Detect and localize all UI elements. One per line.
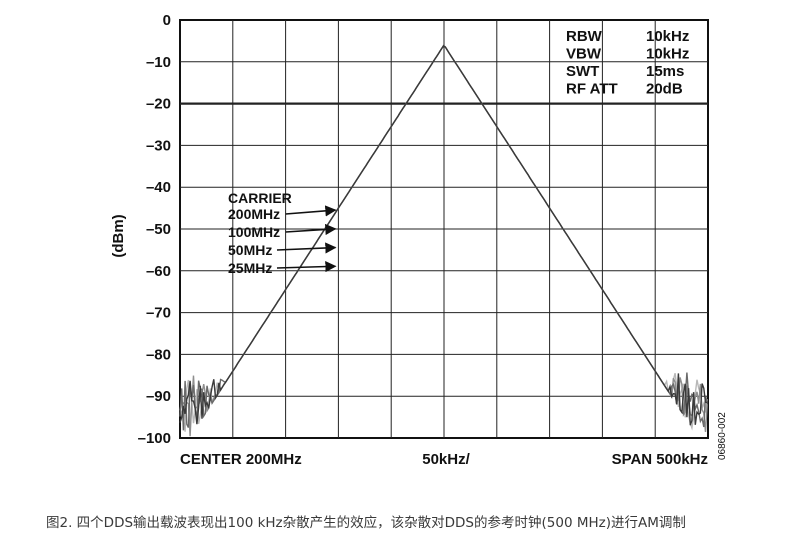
setting-value: 15ms: [646, 63, 684, 80]
legend-label-100mhz: 100MHz: [228, 224, 280, 240]
y-tick-label: –70: [146, 305, 171, 322]
legend-title: CARRIER: [228, 190, 292, 206]
y-tick-label: –20: [146, 96, 171, 113]
y-tick-label: –40: [146, 179, 171, 196]
legend-label-50mhz: 50MHz: [228, 242, 272, 258]
series-layer: [179, 44, 708, 437]
legend-arrow: [285, 205, 337, 217]
setting-name: RBW: [566, 28, 603, 45]
setting-name: VBW: [566, 46, 602, 63]
legend-label-200mhz: 200MHz: [228, 206, 280, 222]
x-label-span: SPAN 500kHz: [612, 451, 708, 468]
setting-value: 10kHz: [646, 46, 689, 63]
legend-arrow: [276, 242, 337, 254]
setting-value: 10kHz: [646, 28, 689, 45]
y-tick-label: –30: [146, 137, 171, 154]
setting-name: SWT: [566, 63, 599, 80]
settings-box: RBW 10kHz VBW 10kHz SWT 15ms RF ATT 20dB: [566, 28, 689, 98]
figure-caption: 图2. 四个DDS输出载波表现出100 kHz杂散产生的效应，该杂散对DDS的参…: [46, 515, 686, 531]
setting-name: RF ATT: [566, 81, 618, 98]
y-tick-label: –60: [146, 263, 171, 280]
y-tick-labels: 0 –10 –20 –30 –40 –50 –60 –70 –80 –90 –100: [138, 12, 171, 447]
x-label-center-freq: CENTER 200MHz: [180, 451, 302, 468]
y-tick-label: –10: [146, 54, 171, 71]
setting-value: 20dB: [646, 81, 683, 98]
legend-label-25mhz: 25MHz: [228, 260, 272, 276]
y-axis-label: (dBm): [110, 214, 127, 257]
series-line-25mhz: [179, 44, 708, 426]
y-tick-label: 0: [163, 12, 171, 29]
y-tick-label: –90: [146, 388, 171, 405]
legend-arrow: [285, 223, 337, 236]
grid: [180, 20, 708, 438]
y-tick-label: –80: [146, 346, 171, 363]
y-tick-label: –100: [138, 430, 171, 447]
legend-arrow: [276, 260, 337, 273]
x-label-div: 50kHz/: [422, 451, 470, 468]
y-tick-label: –50: [146, 221, 171, 238]
figure-id: 06860-002: [717, 412, 728, 460]
